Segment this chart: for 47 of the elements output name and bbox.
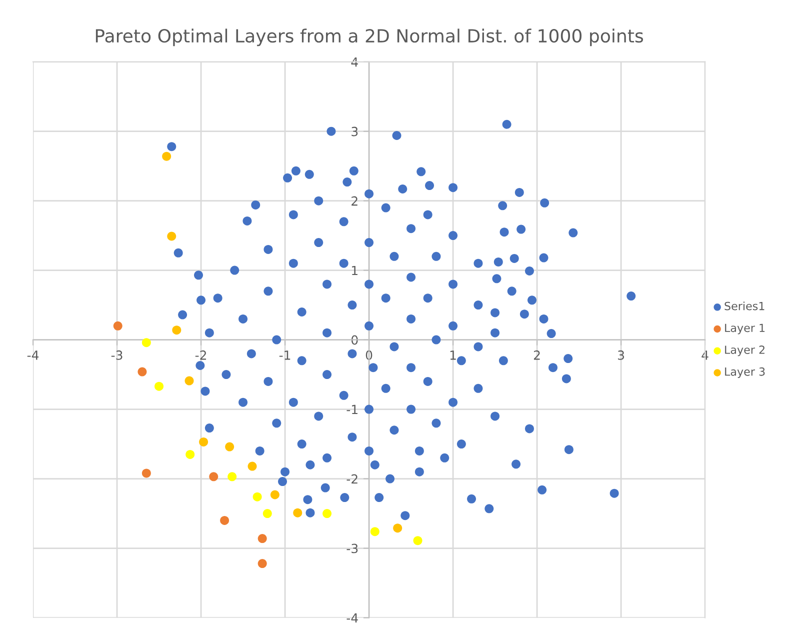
point <box>154 382 164 391</box>
x-tick-label: 2 <box>534 350 540 360</box>
point <box>370 527 380 536</box>
point <box>393 524 402 533</box>
x-tick-label: 1 <box>450 350 456 360</box>
y-tick-label: 4 <box>351 57 358 67</box>
point <box>209 472 218 482</box>
point <box>293 508 302 518</box>
point <box>184 376 194 386</box>
point <box>413 536 422 546</box>
chart-title: Pareto Optimal Layers from a 2D Normal Dist. of 1000 points <box>96 28 644 46</box>
y-tick-label: 1 <box>352 266 358 276</box>
point <box>228 472 237 482</box>
point <box>199 437 208 446</box>
x-tick-label: -3 <box>111 350 122 360</box>
point <box>113 321 122 330</box>
x-tick-label: 3 <box>618 350 624 360</box>
legend-label: Layer 2 <box>725 346 764 356</box>
point <box>262 509 272 518</box>
point <box>142 338 151 348</box>
x-tick-label: -4 <box>27 350 39 360</box>
point <box>167 232 176 241</box>
x-tick-label: -1 <box>279 350 290 360</box>
y-tick-label: 0 <box>351 335 358 345</box>
legend-label: Layer 1 <box>725 324 765 334</box>
x-tick-label: -2 <box>195 350 206 360</box>
y-tick-label: 2 <box>352 196 358 206</box>
y-tick-label: -1 <box>346 404 358 414</box>
point <box>258 559 267 568</box>
y-tick-label: -2 <box>346 474 358 484</box>
point <box>220 516 230 525</box>
legend-label: Layer 3 <box>725 367 765 378</box>
point <box>138 367 147 376</box>
point <box>258 534 267 544</box>
point <box>248 462 257 471</box>
point <box>322 509 332 518</box>
point <box>225 442 234 452</box>
y-tick-label: -4 <box>346 613 358 622</box>
point <box>172 326 182 335</box>
point <box>162 152 172 161</box>
point <box>142 468 151 478</box>
point <box>252 492 262 502</box>
legend-label: Series1 <box>724 302 764 310</box>
y-tick-label: -3 <box>346 544 358 554</box>
y-tick-label: 3 <box>352 126 358 136</box>
point <box>270 490 280 500</box>
point <box>186 450 195 459</box>
